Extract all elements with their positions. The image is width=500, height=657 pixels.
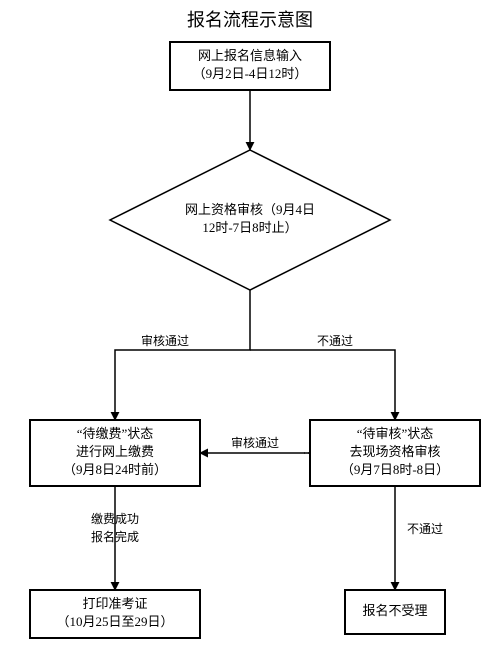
- node-n1-line1: （9月2日-4日12时）: [193, 66, 308, 81]
- node-n3-line1: 进行网上缴费: [76, 444, 154, 459]
- edge-e3: [250, 350, 395, 420]
- edge-label-e4: 审核通过: [231, 435, 279, 450]
- node-n2-line0: 网上资格审核（9月4日: [185, 202, 315, 217]
- node-n2-line1: 12时-7日8时止）: [202, 220, 297, 235]
- flowchart-canvas: 报名流程示意图审核通过不通过审核通过缴费成功报名完成不通过网上报名信息输入（9月…: [0, 0, 500, 657]
- node-n5-line1: （10月25日至29日）: [56, 614, 173, 629]
- node-n5-line0: 打印准考证: [82, 596, 147, 611]
- edge-label-e3: 不通过: [317, 334, 353, 348]
- node-n4-line2: （9月7日8时-8日）: [341, 462, 449, 477]
- edge-label-e2: 审核通过: [141, 333, 189, 348]
- diagram-title: 报名流程示意图: [187, 10, 313, 30]
- node-n4-line0: “待审核”状态: [357, 426, 434, 441]
- node-n3-line0: “待缴费”状态: [77, 426, 154, 441]
- node-n4-line1: 去现场资格审核: [349, 444, 440, 459]
- edge-label-e6: 不通过: [407, 522, 443, 536]
- node-n3-line2: （9月8日24时前）: [63, 462, 167, 477]
- edge-label-e5: 缴费成功: [91, 511, 139, 526]
- node-n6-line0: 报名不受理: [362, 603, 427, 618]
- node-n1-line0: 网上报名信息输入: [198, 48, 302, 63]
- edge-e2: [115, 290, 250, 420]
- edge-label2-e5: 报名完成: [91, 529, 139, 544]
